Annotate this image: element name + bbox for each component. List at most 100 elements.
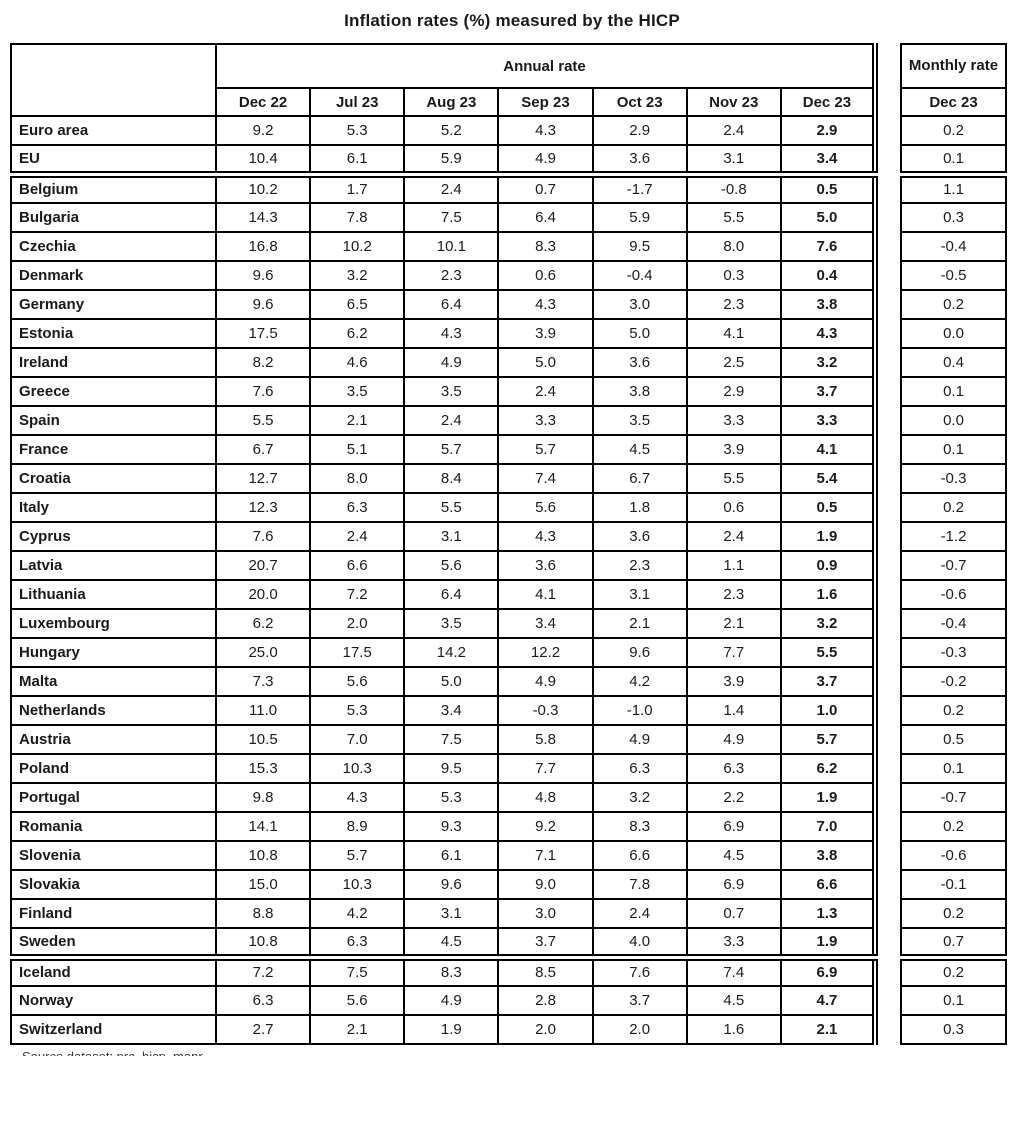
annual-value-cell: 3.5	[309, 376, 406, 407]
table-row: Italy 12.3 6.3 5.5 5.6 1.8 0.6 0.5	[10, 492, 877, 523]
annual-value-cell: 1.3	[779, 898, 877, 929]
annual-value-cell: 5.5	[403, 492, 500, 523]
country-cell: Czechia	[10, 231, 217, 262]
col-header-oct23: Oct 23	[591, 87, 688, 117]
page-title: Inflation rates (%) measured by the HICP	[344, 11, 680, 30]
annual-value-cell: 9.2	[214, 115, 312, 146]
annual-value-cell: 5.7	[309, 840, 406, 871]
monthly-value-cell: -0.2	[900, 666, 1007, 697]
annual-columns-header-row: Dec 22 Jul 23 Aug 23 Sep 23 Oct 23 Nov 2…	[11, 87, 877, 117]
annual-value-cell: 7.6	[214, 376, 312, 407]
annual-value-cell: 6.6	[591, 840, 688, 871]
annual-value-cell: 4.5	[685, 840, 782, 871]
table-row: -1.2	[900, 521, 1007, 552]
annual-value-cell: 7.6	[591, 956, 688, 987]
annual-value-cell: 8.8	[214, 898, 312, 929]
annual-value-cell: 2.5	[685, 347, 782, 378]
monthly-value-cell: -0.4	[900, 608, 1007, 639]
annual-value-cell: 5.9	[403, 144, 500, 178]
annual-value-cell: 3.8	[779, 289, 877, 320]
table-row: 0.5	[900, 724, 1007, 755]
annual-value-cell: 4.5	[591, 434, 688, 465]
annual-value-cell: -0.3	[497, 695, 594, 726]
annual-value-cell: 2.0	[309, 608, 406, 639]
table-row: EU 10.4 6.1 5.9 4.9 3.6 3.1 3.4	[10, 144, 877, 178]
annual-value-cell: 8.0	[685, 231, 782, 262]
annual-value-cell: 0.6	[685, 492, 782, 523]
monthly-value-cell: 0.3	[900, 1014, 1007, 1045]
corner-cell	[10, 43, 217, 117]
annual-value-cell: 6.9	[685, 869, 782, 900]
monthly-value-cell: 0.2	[900, 289, 1007, 320]
monthly-value-cell: -0.3	[900, 463, 1007, 494]
country-cell: Greece	[10, 376, 217, 407]
table-row: Luxembourg 6.2 2.0 3.5 3.4 2.1 2.1 3.2	[10, 608, 877, 639]
annual-value-cell: 3.1	[403, 898, 500, 929]
annual-value-cell: 1.4	[685, 695, 782, 726]
col-header-aug23: Aug 23	[403, 87, 500, 117]
annual-value-cell: 8.3	[497, 231, 594, 262]
annual-value-cell: 4.5	[685, 985, 782, 1016]
monthly-value-cell: 0.1	[900, 144, 1007, 178]
monthly-value-cell: 0.2	[900, 956, 1007, 987]
monthly-value-cell: 0.5	[900, 724, 1007, 755]
annual-value-cell: 6.5	[309, 289, 406, 320]
annual-value-cell: 10.5	[214, 724, 312, 755]
annual-value-cell: 7.7	[497, 753, 594, 784]
annual-value-cell: 3.4	[497, 608, 594, 639]
table-row: 0.2	[900, 898, 1007, 929]
monthly-column-header-row: Dec 23	[900, 87, 1007, 117]
annual-value-cell: 8.0	[309, 463, 406, 494]
table-row: 0.2	[900, 289, 1007, 320]
annual-value-cell: 3.3	[685, 927, 782, 961]
annual-value-cell: 5.6	[403, 550, 500, 581]
annual-value-cell: 10.1	[403, 231, 500, 262]
annual-value-cell: 3.6	[591, 347, 688, 378]
annual-value-cell: 3.3	[685, 405, 782, 436]
annual-value-cell: 5.5	[685, 463, 782, 494]
country-cell: Ireland	[10, 347, 217, 378]
source-note: Source dataset: prc_hicp_manr	[22, 1050, 1024, 1056]
annual-value-cell: 1.9	[779, 521, 877, 552]
annual-value-cell: -0.4	[591, 260, 688, 291]
annual-value-cell: 2.4	[685, 521, 782, 552]
country-cell: Spain	[10, 405, 217, 436]
table-row: Estonia 17.5 6.2 4.3 3.9 5.0 4.1 4.3	[10, 318, 877, 349]
annual-value-cell: 10.3	[309, 869, 406, 900]
country-cell: Austria	[10, 724, 217, 755]
table-row: Netherlands 11.0 5.3 3.4 -0.3 -1.0 1.4 1.0	[10, 695, 877, 726]
table-row: 0.0	[900, 318, 1007, 349]
col-header-dec22: Dec 22	[214, 87, 312, 117]
table-row: 1.1	[900, 173, 1007, 204]
table-row: -0.4	[900, 608, 1007, 639]
annual-value-cell: 0.9	[779, 550, 877, 581]
table-row: Euro area 9.2 5.3 5.2 4.3 2.9 2.4 2.9	[10, 115, 877, 146]
tables-container: Annual rate Dec 22 Jul 23 Aug 23 Sep 23 …	[10, 43, 1024, 1045]
annual-value-cell: 8.5	[497, 956, 594, 987]
annual-value-cell: 3.1	[685, 144, 782, 178]
annual-value-cell: 4.9	[591, 724, 688, 755]
annual-value-cell: 3.7	[779, 376, 877, 407]
annual-value-cell: 3.6	[497, 550, 594, 581]
annual-value-cell: 2.1	[309, 1014, 406, 1045]
annual-value-cell: 9.8	[214, 782, 312, 813]
country-cell: Malta	[10, 666, 217, 697]
monthly-value-cell: 0.7	[900, 927, 1007, 961]
annual-value-cell: 5.7	[779, 724, 877, 755]
table-row: 0.7	[900, 927, 1007, 961]
table-row: Malta 7.3 5.6 5.0 4.9 4.2 3.9 3.7	[10, 666, 877, 697]
annual-value-cell: 5.3	[309, 695, 406, 726]
annual-value-cell: 0.5	[779, 173, 877, 204]
table-row: -0.1	[900, 869, 1007, 900]
annual-value-cell: 3.4	[779, 144, 877, 178]
annual-value-cell: 5.3	[403, 782, 500, 813]
annual-value-cell: 9.0	[497, 869, 594, 900]
annual-value-cell: 5.6	[309, 666, 406, 697]
annual-value-cell: 7.0	[309, 724, 406, 755]
table-row: 0.3	[900, 1014, 1007, 1045]
annual-value-cell: 2.1	[591, 608, 688, 639]
table-row: Germany 9.6 6.5 6.4 4.3 3.0 2.3 3.8	[10, 289, 877, 320]
annual-value-cell: 3.5	[403, 376, 500, 407]
country-cell: Lithuania	[10, 579, 217, 610]
annual-value-cell: 3.1	[591, 579, 688, 610]
